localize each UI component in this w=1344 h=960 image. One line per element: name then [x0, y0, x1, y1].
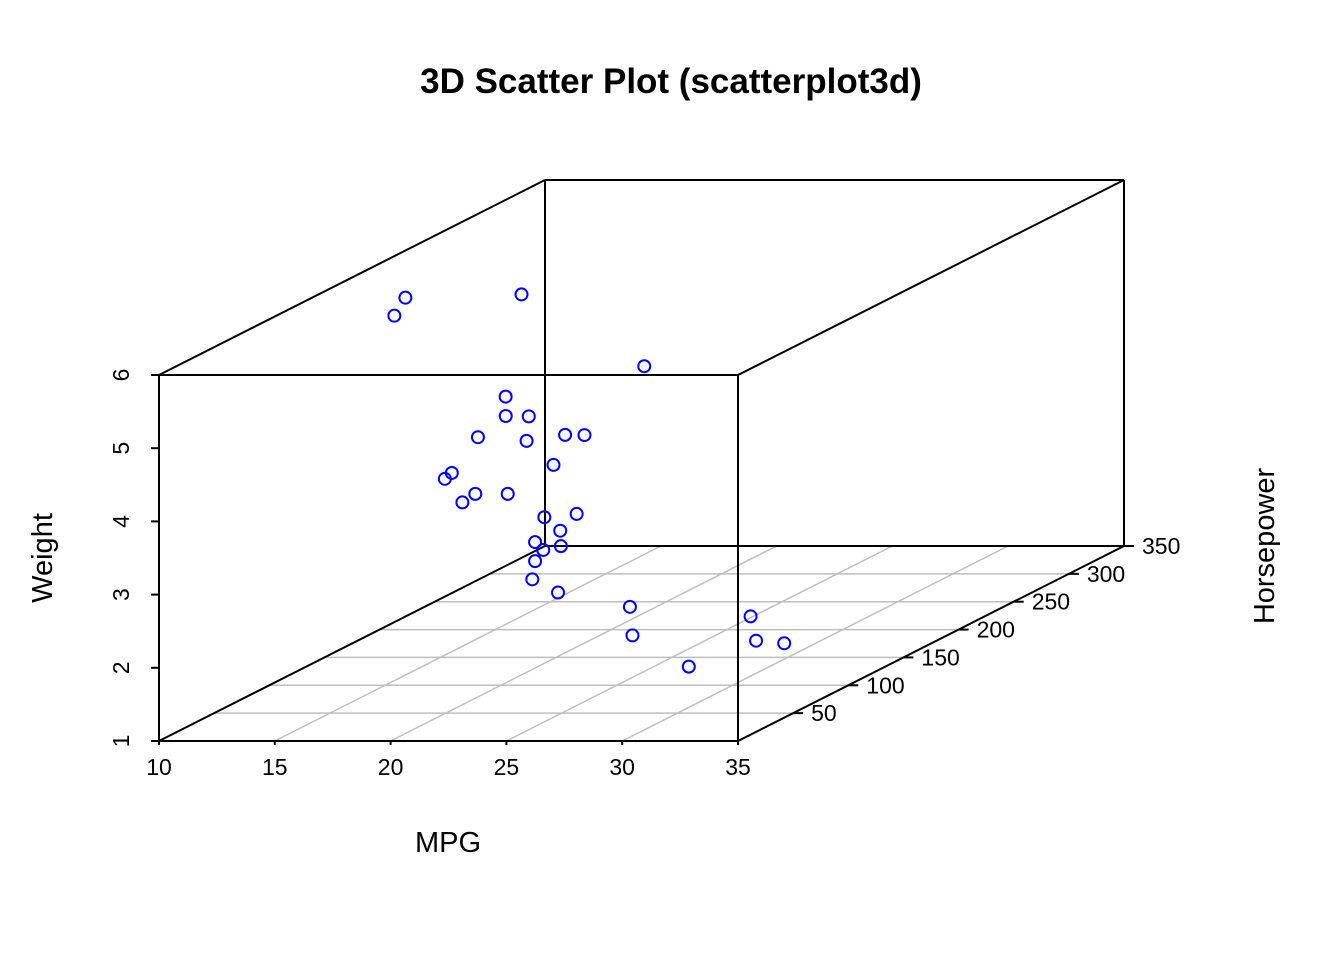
- x-tick-label: 35: [725, 754, 751, 780]
- z-tick-label: 1: [108, 735, 134, 748]
- x-tick-label: 25: [494, 754, 520, 780]
- grid-line-x: [390, 545, 777, 742]
- data-point: [470, 430, 485, 445]
- data-point: [558, 427, 573, 442]
- data-point: [777, 636, 792, 651]
- y-tick-label: 200: [977, 617, 1015, 643]
- y-tick-label: 150: [921, 644, 959, 670]
- z-tick-label: 3: [108, 588, 134, 601]
- z-axis-title: Weight: [27, 513, 59, 603]
- data-point: [637, 359, 652, 374]
- data-point: [528, 535, 543, 550]
- grid-line-x: [274, 545, 662, 742]
- y-tick-label: 100: [866, 672, 904, 698]
- data-point: [444, 465, 459, 480]
- data-point: [622, 599, 637, 614]
- z-tick-label: 5: [108, 442, 134, 455]
- chart-title: 3D Scatter Plot (scatterplot3d): [420, 62, 922, 101]
- data-point: [521, 409, 536, 424]
- x-tick-label: 10: [146, 754, 172, 780]
- y-tick-label: 50: [811, 700, 837, 726]
- data-point: [468, 486, 483, 501]
- x-tick-label: 20: [378, 754, 404, 780]
- data-point: [498, 408, 513, 423]
- data-point: [546, 457, 561, 472]
- box-edge: [158, 545, 546, 742]
- data-point: [500, 486, 515, 501]
- x-tick-label: 30: [609, 754, 635, 780]
- box-frame: [158, 179, 1125, 742]
- data-point: [398, 290, 413, 305]
- grid-line-x: [506, 545, 893, 742]
- data-point: [743, 609, 758, 624]
- x-axis-title: MPG: [415, 827, 481, 859]
- z-tick-label: 2: [108, 661, 134, 674]
- data-point: [387, 308, 402, 323]
- data-point: [551, 585, 566, 600]
- box-edge: [737, 545, 1125, 742]
- data-point: [455, 495, 470, 510]
- data-point: [577, 428, 592, 443]
- data-point: [553, 523, 568, 538]
- data-point: [681, 659, 696, 674]
- data-point: [498, 389, 513, 404]
- data-points: [387, 287, 792, 674]
- data-point: [536, 542, 551, 557]
- y-tick-label: 300: [1087, 561, 1125, 587]
- data-point: [553, 539, 568, 554]
- data-point: [519, 433, 534, 448]
- z-tick-label: 4: [108, 515, 134, 528]
- z-tick-label: 6: [108, 369, 134, 382]
- axis-ticks: 10 15 20 25 30 35 1 2 3 4 5 6 50 100 150 200 250 300 350: [108, 369, 1180, 780]
- y-axis-title: Horsepower: [1249, 467, 1281, 624]
- data-point: [749, 633, 764, 648]
- box-edge: [737, 179, 1125, 376]
- data-point: [537, 510, 552, 525]
- data-point: [528, 554, 543, 569]
- data-point: [514, 287, 529, 302]
- data-point: [525, 572, 540, 587]
- data-point: [569, 506, 584, 521]
- y-tick-label: 350: [1142, 533, 1180, 559]
- grid-line-x: [621, 545, 1009, 742]
- data-point: [625, 628, 640, 643]
- y-tick-label: 250: [1032, 589, 1070, 615]
- x-tick-label: 15: [262, 754, 288, 780]
- box-edge: [158, 179, 546, 376]
- floor-grid: [214, 545, 1069, 742]
